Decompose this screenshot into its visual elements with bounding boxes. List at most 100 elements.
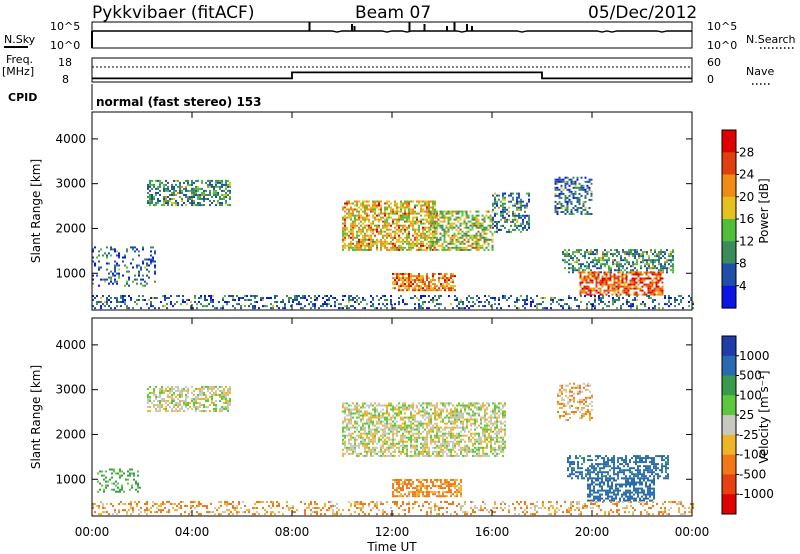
data-cell [574,209,577,211]
data-cell [215,389,217,392]
data-cell [657,293,660,296]
data-cell [169,395,171,398]
data-cell [447,248,450,251]
data-cell [439,226,442,229]
data-cell [608,301,610,303]
data-cell [190,305,192,308]
data-cell [516,220,518,223]
data-cell [384,305,386,308]
data-cell [439,232,442,235]
data-cell [446,408,448,411]
data-cell [648,257,650,260]
data-cell [420,287,422,290]
data-cell [358,212,360,215]
data-cell [348,307,350,310]
data-cell [342,402,344,405]
data-cell [414,438,416,441]
data-cell [477,218,480,221]
data-cell [404,404,406,407]
data-cell [444,406,446,409]
data-cell [629,283,632,286]
nsky-spikes [91,22,473,48]
data-cell [398,279,400,282]
data-cell [602,255,604,258]
data-cell [476,446,478,449]
data-cell [494,230,496,233]
data-cell [440,442,442,445]
data-cell [456,408,458,411]
data-cell [368,420,370,423]
data-cell [398,289,400,292]
data-cell [400,444,402,447]
data-cell [372,408,374,411]
data-cell [410,279,412,282]
data-cell [177,204,179,207]
data-cell [426,440,428,443]
data-cell [641,289,644,292]
data-cell [108,276,110,279]
data-cell [581,281,584,284]
data-cell [374,412,376,415]
data-cell [568,267,570,270]
data-cell [246,299,248,301]
data-cell [590,251,592,254]
data-cell [114,268,116,271]
data-cell [410,422,412,425]
data-cell [412,402,414,405]
data-cell [470,416,472,419]
data-cell [422,446,424,449]
data-cell [434,204,436,207]
data-cell [594,257,596,260]
data-cell [630,253,632,256]
data-cell [169,200,171,202]
data-cell [618,251,620,254]
data-cell [462,454,464,457]
data-cell [590,303,592,306]
data-cell [394,424,396,427]
data-cell [223,406,225,408]
data-cell [512,204,514,207]
data-cell [578,259,580,262]
data-cell [613,277,616,280]
data-cell [428,222,430,225]
data-cell [420,248,422,251]
data-cell [394,279,396,282]
data-cell [396,404,398,407]
data-cell [144,266,146,269]
data-cell [167,200,169,202]
data-cell [474,438,476,441]
data-cell [635,285,638,288]
data-cell [552,299,554,301]
data-cell [350,420,352,423]
data-cell [360,202,362,205]
data-cell [450,436,452,439]
data-cell [223,402,225,404]
data-cell [587,275,590,278]
data-cell [400,452,402,455]
data-cell [576,261,578,264]
data-cell [608,257,610,260]
data-cell [197,408,199,410]
data-cell [648,259,650,262]
data-cell [360,436,362,439]
data-cell [478,297,480,299]
data-cell [136,278,138,281]
data-cell [314,295,316,297]
data-cell [368,422,370,425]
data-cell [596,261,598,264]
data-cell [199,204,201,207]
data-cell [167,410,169,413]
data-cell [590,178,593,181]
data-cell [642,303,644,306]
data-cell [386,248,388,251]
data-cell [171,393,173,396]
data-cell [318,307,320,310]
data-cell [332,297,334,299]
data-cell [378,414,380,417]
data-cell [390,224,392,227]
data-cell [489,230,492,233]
data-cell [175,410,177,413]
data-cell [430,454,432,457]
data-cell [562,307,564,310]
data-cell [348,248,350,251]
